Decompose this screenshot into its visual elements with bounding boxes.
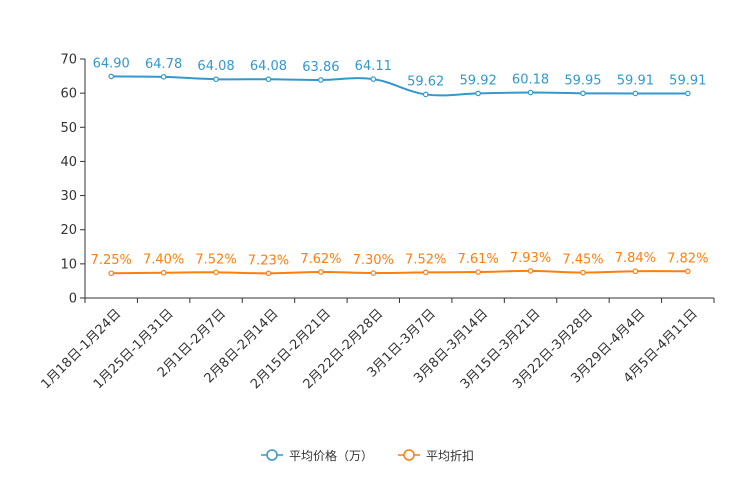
series-lines (108, 73, 691, 277)
discount-data-label: 7.52% (405, 252, 446, 267)
y-tick-label: 30 (60, 189, 77, 204)
price-point[interactable] (370, 76, 377, 82)
discount-point[interactable] (527, 268, 534, 274)
y-tick-label: 50 (60, 121, 77, 136)
discount-data-label: 7.52% (195, 252, 236, 267)
data-labels: 64.90 64.78 64.08 64.08 63.86 64.11 59.62 59.92… (91, 56, 709, 268)
discount-point[interactable] (632, 268, 639, 275)
price-data-label: 59.91 (669, 73, 706, 88)
discount-point[interactable] (422, 269, 429, 276)
discount-data-label: 7.25% (91, 253, 132, 268)
discount-point[interactable] (160, 269, 167, 276)
discount-point[interactable] (265, 270, 272, 277)
legend[interactable]: 平均价格（万） 平均折扣 (261, 448, 474, 463)
legend-marker-icon (266, 449, 278, 461)
discount-data-label: 7.61% (457, 252, 498, 267)
legend-label: 平均折扣 (426, 448, 474, 463)
price-point[interactable] (422, 91, 429, 98)
price-point[interactable] (318, 77, 324, 83)
price-point[interactable] (580, 90, 586, 97)
price-data-label: 64.11 (355, 59, 392, 74)
discount-data-label: 7.23% (248, 253, 289, 268)
discount-point[interactable] (213, 269, 219, 276)
discount-point[interactable] (580, 269, 586, 276)
legend-label: 平均价格（万） (289, 448, 373, 463)
price-data-label: 59.62 (407, 74, 444, 89)
y-tick-label: 0 (69, 292, 77, 307)
legend-item-price[interactable]: 平均价格（万） (261, 448, 373, 463)
price-data-label: 59.92 (460, 73, 497, 88)
y-tick-label: 70 (60, 53, 77, 68)
discount-point[interactable] (370, 270, 377, 276)
y-tick-label: 10 (60, 257, 77, 272)
price-point[interactable] (160, 74, 167, 80)
discount-series-line (111, 269, 688, 275)
price-data-label: 63.86 (302, 60, 339, 75)
y-tick-label: 20 (60, 223, 77, 238)
discount-point[interactable] (318, 269, 324, 275)
price-data-label: 64.08 (250, 59, 287, 74)
discount-point[interactable] (108, 270, 115, 277)
y-tick-label: 60 (60, 87, 77, 102)
price-data-label: 64.90 (93, 56, 130, 71)
discount-point[interactable] (475, 269, 481, 275)
discount-data-label: 7.40% (143, 253, 184, 268)
price-point[interactable] (632, 90, 639, 97)
price-series-line (111, 75, 688, 97)
price-data-label: 59.95 (564, 73, 601, 88)
discount-data-label: 7.93% (510, 251, 551, 266)
price-data-label: 64.78 (145, 57, 182, 72)
price-point[interactable] (265, 76, 272, 83)
price-point[interactable] (213, 76, 219, 83)
y-tick-label: 40 (60, 155, 77, 170)
discount-data-label: 7.30% (353, 253, 394, 268)
price-data-label: 60.18 (512, 73, 549, 88)
legend-item-discount[interactable]: 平均折扣 (398, 448, 474, 463)
legend-marker-icon (403, 449, 415, 461)
y-axis: 0 10 20 30 40 50 60 70 (60, 53, 86, 307)
price-point[interactable] (475, 90, 481, 97)
discount-point[interactable] (684, 268, 691, 275)
price-data-label: 64.08 (197, 59, 234, 74)
price-point[interactable] (527, 89, 534, 96)
discount-data-label: 7.82% (667, 251, 708, 266)
x-axis: 1月18日-1月24日1月25日-1月31日2月1日-2月7日2月8日-2月14… (38, 297, 715, 392)
price-point[interactable] (108, 73, 115, 80)
price-point[interactable] (684, 90, 691, 97)
price-data-label: 59.91 (617, 73, 654, 88)
discount-data-label: 7.62% (300, 252, 341, 267)
discount-data-label: 7.45% (562, 253, 603, 268)
discount-data-label: 7.84% (615, 251, 656, 266)
